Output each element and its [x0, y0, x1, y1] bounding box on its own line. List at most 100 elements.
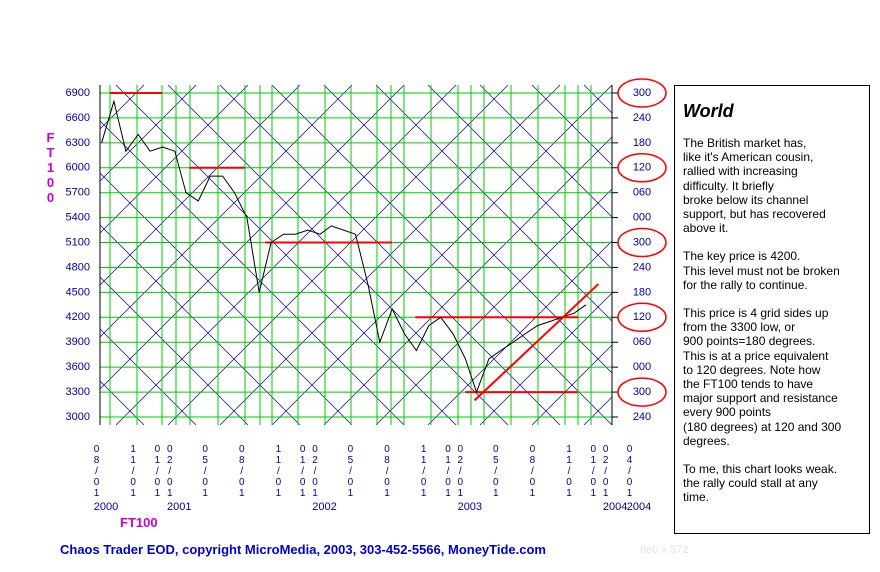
diagonal: [531, 85, 612, 166]
panel-title: World: [683, 101, 734, 121]
y-tick-label: 5400: [66, 212, 90, 224]
x-tick-label: 02/01: [600, 444, 612, 499]
panel-line: difficulty. It briefly: [683, 178, 774, 193]
panel-line: from the 3300 low, or: [683, 320, 796, 335]
year-label: 2003: [457, 501, 483, 513]
diagonal: [100, 85, 249, 234]
y-tick-label: 5700: [66, 187, 90, 199]
y2-tick-label: 300: [633, 386, 651, 398]
x-tick-label: 01/01: [587, 444, 599, 499]
panel-line: This is at a price equivalent: [683, 348, 829, 363]
y2-tick-label: 000: [633, 361, 651, 373]
diagonal: [0, 85, 40, 425]
y-tick-label: 3600: [66, 361, 90, 373]
y-tick-label: 6600: [66, 112, 90, 124]
y-tick-label: 4800: [66, 261, 90, 273]
y-tick-label: 3300: [66, 386, 90, 398]
year-label: 2000: [93, 501, 119, 513]
y-tick-label: 3000: [66, 411, 90, 423]
y-tick-label: 4500: [66, 286, 90, 298]
panel-line: This level must not be broken: [683, 263, 840, 278]
tick-circle: [617, 377, 667, 407]
panel-line: the FT100 tends to have: [683, 377, 814, 392]
marks: [101, 92, 600, 402]
x-tick-label: 08/01: [381, 444, 393, 499]
panel-line: broke below its channel: [683, 192, 809, 207]
diagonal: [100, 85, 301, 286]
diagonal: [219, 85, 561, 425]
x-tick-label: 04/01: [624, 444, 635, 499]
year-label: 2001: [166, 501, 192, 513]
y2-tick-label: 000: [633, 212, 651, 224]
diagonal: [115, 85, 457, 425]
paragraph: To me, this chart looks weak. the rally c…: [683, 462, 869, 505]
x-tick-label: 02/01: [454, 444, 466, 499]
diagonal: [100, 85, 353, 338]
tick-circle: [617, 78, 667, 108]
trendline: [473, 283, 600, 402]
x-tick-label: 01/01: [442, 444, 454, 499]
y2-tick-label: 060: [633, 336, 651, 348]
x-tick-label: 11/01: [418, 444, 430, 499]
text-panel: World The British market has, like it's A…: [674, 85, 870, 534]
panel-line: The British market has,: [683, 136, 807, 150]
y2-tick-label: 120: [633, 162, 651, 174]
x-tick-label: 11/01: [563, 444, 575, 499]
y2-tick-label: 120: [633, 311, 651, 323]
y-tick-label: 3900: [66, 336, 90, 348]
diagonal: [100, 276, 249, 425]
panel-line: for the rally to continue.: [683, 277, 808, 292]
paragraph: The key price is 4200. This level must no…: [683, 249, 869, 292]
panel-line: the rally could stall at any: [683, 476, 818, 491]
price-line: [101, 99, 587, 394]
diagonal: [479, 85, 612, 218]
diagonal: [167, 85, 509, 425]
panel-line: This price is 4 grid sides up: [683, 306, 829, 321]
panel-line: to 120 degrees. Note how: [683, 362, 821, 377]
y-tick-label: 6000: [66, 162, 90, 174]
panel-line: support, but has recovered: [683, 207, 826, 222]
diagonal: [271, 85, 612, 425]
x-tick-label: 05/01: [199, 444, 211, 499]
tick-circle: [617, 153, 667, 183]
y-tick-label: 4200: [66, 311, 90, 323]
panel-line: 900 points=180 degrees.: [683, 334, 816, 349]
y2-tick-label: 180: [633, 137, 651, 149]
x-tick-label: 08/01: [91, 444, 102, 499]
panel-line: (180 degrees) at 120 and 300: [683, 419, 842, 434]
panel-line: major support and resistance: [683, 391, 838, 406]
y2-tick-label: 060: [633, 187, 651, 199]
tick-circle: [617, 302, 667, 333]
x-tick-label: 11/01: [272, 444, 284, 499]
x-tick-label: 11/01: [127, 444, 139, 499]
y2-tick-label: 180: [633, 286, 651, 298]
diagonal: [479, 292, 612, 425]
x-tick-label: 02/01: [164, 444, 176, 499]
y2-tick-label: 240: [633, 411, 651, 423]
x-tick-label: 08/01: [236, 444, 248, 499]
panel-line: The key price is 4200.: [683, 249, 801, 264]
tick-circle: [617, 227, 667, 258]
diagonal: [323, 136, 612, 425]
x-tick-label: 05/01: [344, 444, 356, 499]
y-tick-label: 5100: [66, 236, 90, 248]
panel-line: time.: [683, 490, 710, 505]
diagonal: [531, 344, 612, 425]
panel-line: above it.: [683, 221, 729, 236]
diagonal: [100, 85, 197, 182]
diagonal: [100, 85, 405, 390]
panel-line: every 900 points: [683, 405, 772, 420]
x-tick-label: 02/01: [309, 444, 321, 499]
panel-line: To me, this chart looks weak.: [683, 462, 838, 477]
paragraph: This price is 4 grid sides up from the 33…: [683, 306, 869, 448]
panel-line: degrees.: [683, 433, 730, 448]
symbol-label: FT100: [120, 515, 158, 530]
y2-tick-label: 240: [633, 112, 651, 124]
y2-tick-label: 300: [633, 236, 651, 248]
footer: Chaos Trader EOD, copyright MicroMedia, …: [60, 542, 546, 557]
diagonal: [427, 240, 612, 425]
x-tick-label: 01/01: [297, 444, 309, 499]
size-note: 880 x 572: [640, 544, 689, 556]
y2-tick-label: 300: [633, 87, 651, 99]
